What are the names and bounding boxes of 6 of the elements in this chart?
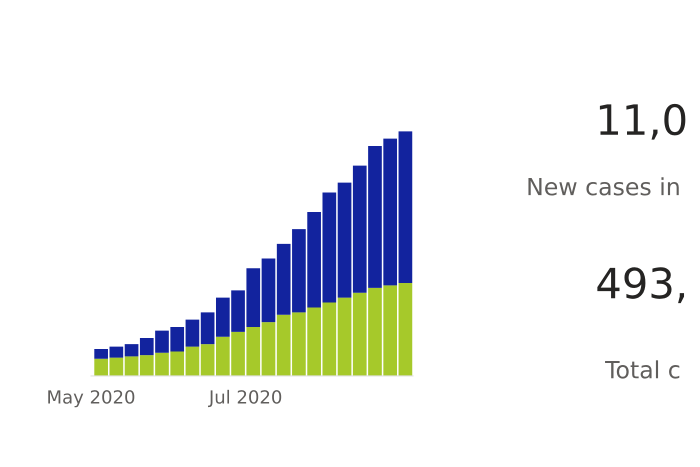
text: 11,0 <box>600 104 686 140</box>
x-tick-label: Jul 2020 <box>208 390 282 408</box>
text: Total c <box>605 360 680 379</box>
text: 493, <box>597 267 684 304</box>
text: New cases in <box>528 177 679 196</box>
x-tick-label: May 2020 <box>48 390 134 408</box>
